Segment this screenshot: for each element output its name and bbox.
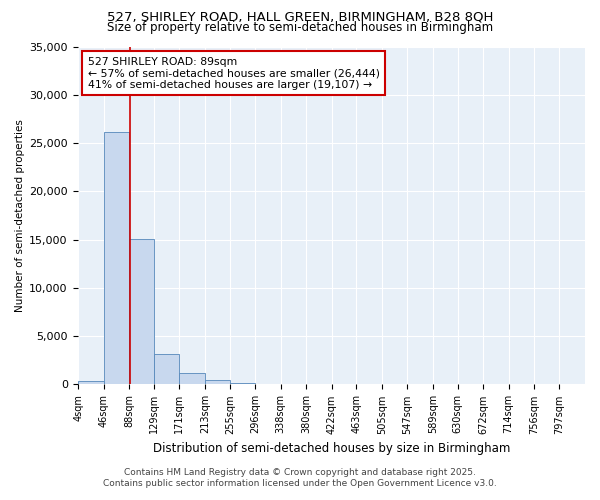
Bar [78,380,104,384]
Bar [154,354,179,384]
Bar [205,380,230,384]
Text: Size of property relative to semi-detached houses in Birmingham: Size of property relative to semi-detach… [107,21,493,34]
Bar [129,238,154,384]
Bar [179,373,205,384]
Y-axis label: Number of semi-detached properties: Number of semi-detached properties [15,119,25,312]
Bar [104,132,129,384]
X-axis label: Distribution of semi-detached houses by size in Birmingham: Distribution of semi-detached houses by … [152,442,510,455]
Text: 527 SHIRLEY ROAD: 89sqm
← 57% of semi-detached houses are smaller (26,444)
41% o: 527 SHIRLEY ROAD: 89sqm ← 57% of semi-de… [88,56,380,90]
Text: Contains HM Land Registry data © Crown copyright and database right 2025.
Contai: Contains HM Land Registry data © Crown c… [103,468,497,487]
Bar [230,382,255,384]
Text: 527, SHIRLEY ROAD, HALL GREEN, BIRMINGHAM, B28 8QH: 527, SHIRLEY ROAD, HALL GREEN, BIRMINGHA… [107,11,493,24]
